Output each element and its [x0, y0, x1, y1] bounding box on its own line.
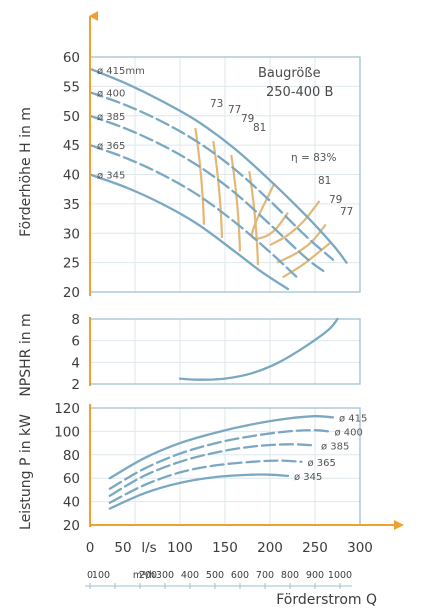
- efficiency-label: η = 83%: [291, 152, 336, 164]
- curve-label-head-0: ø 415mm: [97, 66, 145, 77]
- y-tick-power-80: 80: [63, 448, 80, 464]
- x2-tick-500: 500: [206, 570, 224, 581]
- y-tick-head-25: 25: [63, 256, 80, 272]
- curve-power-385: [108, 443, 317, 497]
- efficiency-line-left-79: [230, 154, 241, 252]
- x-tick-200: 200: [257, 540, 283, 556]
- annotation-line-1: Baugröße: [258, 66, 321, 81]
- efficiency-value-81-right: 81: [318, 175, 331, 187]
- y-tick-npsh-4: 4: [71, 355, 80, 371]
- axis-layer: 20 25 30 35 40 45 50 55 60 2 4 6 8 20 40 60 80 100 120 0 50 1…: [54, 11, 404, 589]
- x2-tick-600: 600: [231, 570, 249, 581]
- x2-tick-400: 400: [181, 570, 199, 581]
- curve-label-power-3: ø 365: [308, 458, 336, 469]
- y-tick-power-60: 60: [63, 471, 80, 487]
- x-tick-0: 0: [86, 540, 95, 556]
- y-axis-title-power: Leistung P in kW: [18, 414, 34, 530]
- grid-layer: [90, 57, 361, 525]
- curve-label-power-2: ø 385: [321, 441, 349, 452]
- x-axis-arrowhead: [394, 520, 404, 530]
- y-tick-head-55: 55: [63, 79, 80, 95]
- efficiency-value-79-right: 79: [329, 194, 342, 206]
- curve-label-head-4: ø 345: [97, 171, 125, 182]
- curve-label-head-1: ø 400: [97, 88, 125, 99]
- y-tick-head-20: 20: [63, 285, 80, 301]
- efficiency-line-left-77: [212, 140, 223, 239]
- y-tick-npsh-2: 2: [71, 377, 80, 393]
- efficiency-value-73: 73: [210, 98, 223, 110]
- efficiency-value-79-top: 79: [241, 113, 254, 125]
- y-tick-power-120: 120: [54, 401, 80, 417]
- x-unit-m3h: m³/h: [133, 570, 155, 581]
- x-tick-150: 150: [212, 540, 238, 556]
- curve-label-power-0: ø 415: [339, 413, 367, 424]
- y-tick-npsh-6: 6: [71, 334, 80, 350]
- x2-tick-900: 900: [306, 570, 324, 581]
- efficiency-line-left-73: [194, 127, 205, 225]
- curve-head-415mm: [88, 67, 348, 264]
- efficiency-value-77-top: 77: [228, 104, 241, 116]
- chart-annotation: Baugröße 250-400 B: [258, 66, 333, 100]
- x2-tick-0: 0: [87, 570, 93, 581]
- curve-power-400: [108, 429, 330, 490]
- x2-tick-800: 800: [281, 570, 299, 581]
- x-axis-title: Förderstrom Q: [276, 592, 377, 608]
- efficiency-value-81-top: 81: [253, 122, 266, 134]
- y-tick-power-20: 20: [63, 518, 80, 534]
- x2-tick-100: 100: [92, 570, 110, 581]
- curve-layer: ø 415mm ø 400 ø 385 ø 365 ø 345 ø 415 ø 400 ø 3…: [88, 66, 367, 510]
- y-tick-head-35: 35: [63, 197, 80, 213]
- annotation-line-2: 250-400 B: [266, 85, 333, 100]
- y-tick-power-40: 40: [63, 495, 80, 511]
- curve-head-400: [88, 91, 335, 261]
- x2-tick-300: 300: [156, 570, 174, 581]
- x-tick-250: 250: [302, 540, 328, 556]
- y-tick-head-30: 30: [63, 226, 80, 242]
- curve-label-head-2: ø 385: [97, 112, 125, 123]
- y-tick-power-100: 100: [54, 424, 80, 440]
- curve-npsh-0: [178, 317, 339, 381]
- x-tick-50: 50: [114, 540, 131, 556]
- curve-head-365: [88, 143, 299, 279]
- curve-head-345: [88, 173, 290, 291]
- x2-tick-200: 200: [139, 570, 157, 581]
- curve-power-345: [108, 473, 290, 510]
- y-tick-head-50: 50: [63, 109, 80, 125]
- y-axis-title-head: Förderhöhe H in m: [18, 107, 34, 237]
- curve-label-power-1: ø 400: [335, 427, 363, 438]
- x2-tick-700: 700: [256, 570, 274, 581]
- efficiency-line-right-81: [269, 200, 321, 246]
- curve-label-power-4: ø 345: [294, 472, 322, 483]
- panel-frame-npsh: [90, 318, 361, 385]
- efficiency-line-right-79: [276, 223, 327, 264]
- y-tick-npsh-8: 8: [71, 312, 80, 328]
- x-tick-300: 300: [347, 540, 373, 556]
- panel-frame-head: [90, 56, 361, 293]
- x-tick-100: 100: [167, 540, 193, 556]
- curve-head-385: [88, 114, 326, 273]
- y-tick-head-40: 40: [63, 168, 80, 184]
- efficiency-value-77-right: 77: [340, 206, 353, 218]
- x-unit-ls: l/s: [141, 540, 156, 556]
- efficiency-lines: [194, 127, 332, 279]
- efficiency-line-left-81: [248, 171, 259, 266]
- curve-label-head-3: ø 365: [97, 141, 125, 152]
- y-axis-title-npsh: NPSHR in m: [18, 313, 34, 396]
- x2-tick-1000: 1000: [328, 570, 352, 581]
- curve-power-415: [108, 415, 335, 480]
- y-tick-head-60: 60: [63, 50, 80, 66]
- curve-power-365: [108, 459, 303, 504]
- y-tick-head-45: 45: [63, 138, 80, 154]
